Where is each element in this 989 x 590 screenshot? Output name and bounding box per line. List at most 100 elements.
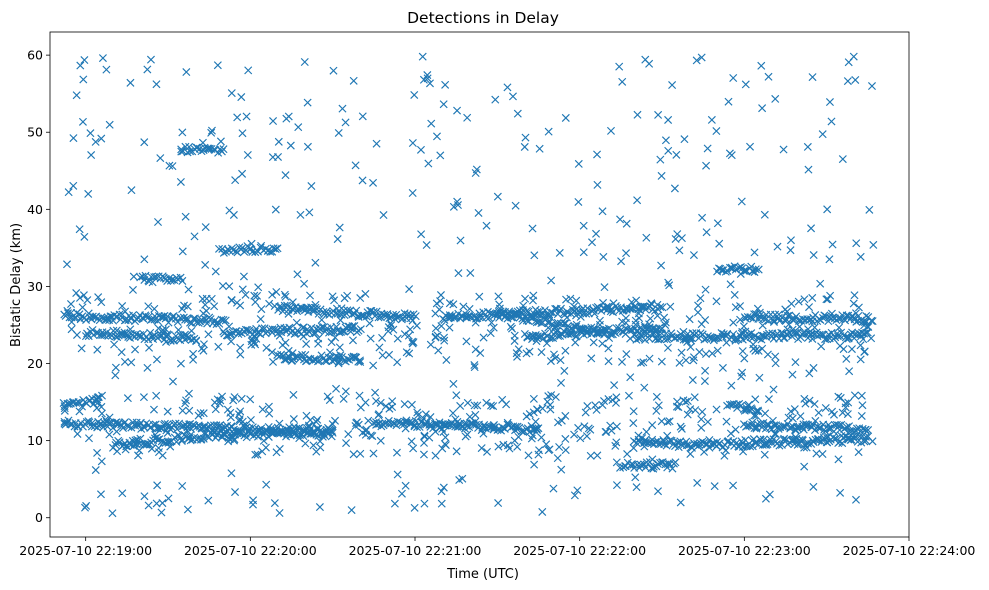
detection-marker (148, 332, 157, 341)
detection-marker (673, 397, 682, 406)
detection-marker (155, 332, 164, 341)
detection-marker (622, 304, 631, 313)
detection-marker (804, 165, 813, 174)
detection-marker (676, 422, 685, 431)
detection-marker (379, 211, 388, 220)
detection-marker (211, 267, 220, 276)
detection-marker (702, 228, 711, 237)
detection-marker (725, 263, 735, 272)
detection-marker (97, 134, 106, 143)
detection-marker (556, 356, 565, 365)
detection-marker (315, 324, 324, 333)
detection-marker (163, 428, 172, 437)
detection-marker (579, 221, 588, 230)
detection-marker (839, 345, 848, 354)
detection-marker (723, 437, 732, 446)
detection-marker (542, 339, 551, 348)
detection-marker (300, 306, 309, 315)
detection-marker (534, 450, 543, 459)
detection-marker (834, 392, 843, 401)
detection-marker (215, 244, 224, 253)
detection-marker (741, 80, 750, 89)
detection-marker (645, 354, 654, 363)
detection-marker (636, 358, 646, 367)
detection-marker (387, 321, 396, 330)
detection-marker (681, 397, 690, 406)
detection-marker (227, 469, 236, 478)
detection-marker (180, 330, 190, 339)
detection-marker (466, 268, 475, 277)
detection-marker (213, 61, 222, 70)
detection-marker (561, 113, 570, 122)
detection-marker (473, 401, 482, 410)
detection-marker (437, 487, 446, 496)
detection-marker (112, 326, 121, 335)
detection-marker (587, 354, 596, 363)
detection-marker (508, 92, 517, 101)
detection-marker (738, 439, 747, 448)
detection-marker (319, 307, 328, 316)
detection-marker (686, 343, 695, 352)
detection-marker (808, 334, 817, 343)
detection-marker (246, 395, 255, 404)
detection-marker (406, 325, 415, 334)
detection-marker (376, 398, 385, 407)
detection-marker (112, 418, 121, 427)
detection-marker (393, 334, 402, 343)
x-tick-label: 2025-07-10 22:21:00 (349, 543, 482, 558)
detection-marker (850, 391, 859, 400)
detection-marker (815, 330, 824, 339)
detection-marker (531, 316, 540, 325)
detection-marker (201, 428, 210, 437)
detection-marker (769, 317, 778, 326)
detection-marker (543, 332, 552, 341)
detection-marker (94, 417, 103, 426)
detection-marker (175, 419, 184, 428)
detection-marker (199, 434, 208, 443)
detection-marker (556, 304, 565, 313)
detection-marker (842, 423, 851, 432)
detection-marker (771, 352, 780, 361)
detection-marker (221, 316, 230, 325)
detection-marker (707, 440, 716, 449)
detection-marker (528, 331, 537, 340)
detection-marker (592, 405, 601, 414)
detection-marker (511, 310, 520, 319)
detection-marker (281, 171, 290, 180)
detection-marker (615, 62, 624, 71)
detection-marker (179, 313, 188, 322)
detection-marker (297, 304, 306, 313)
detection-marker (455, 422, 464, 431)
detection-marker (786, 236, 795, 245)
detection-marker (561, 446, 570, 455)
detection-marker (110, 311, 119, 320)
detection-marker (813, 332, 822, 341)
detection-marker (238, 129, 247, 138)
detection-marker (275, 508, 284, 518)
detection-marker (729, 318, 738, 327)
detection-marker (572, 332, 581, 341)
detection-marker (761, 409, 770, 418)
detection-marker (503, 83, 512, 92)
detection-marker (561, 434, 570, 443)
detection-marker (431, 451, 440, 460)
detection-marker (372, 307, 381, 316)
detection-marker (579, 248, 588, 257)
detection-marker (72, 289, 81, 298)
detection-marker (532, 337, 541, 346)
detection-marker (178, 481, 187, 491)
detection-marker (358, 428, 367, 437)
detection-marker (825, 255, 834, 264)
detection-marker (770, 421, 779, 430)
detection-marker (836, 314, 845, 323)
detection-marker (273, 244, 282, 253)
detection-marker (131, 345, 140, 354)
detection-marker (570, 430, 579, 439)
detection-marker (259, 436, 268, 445)
detection-marker (301, 351, 310, 360)
detection-marker (311, 258, 320, 267)
detection-marker (622, 350, 631, 359)
detection-marker (332, 384, 341, 393)
detection-marker (207, 126, 216, 135)
detection-marker (75, 407, 84, 416)
